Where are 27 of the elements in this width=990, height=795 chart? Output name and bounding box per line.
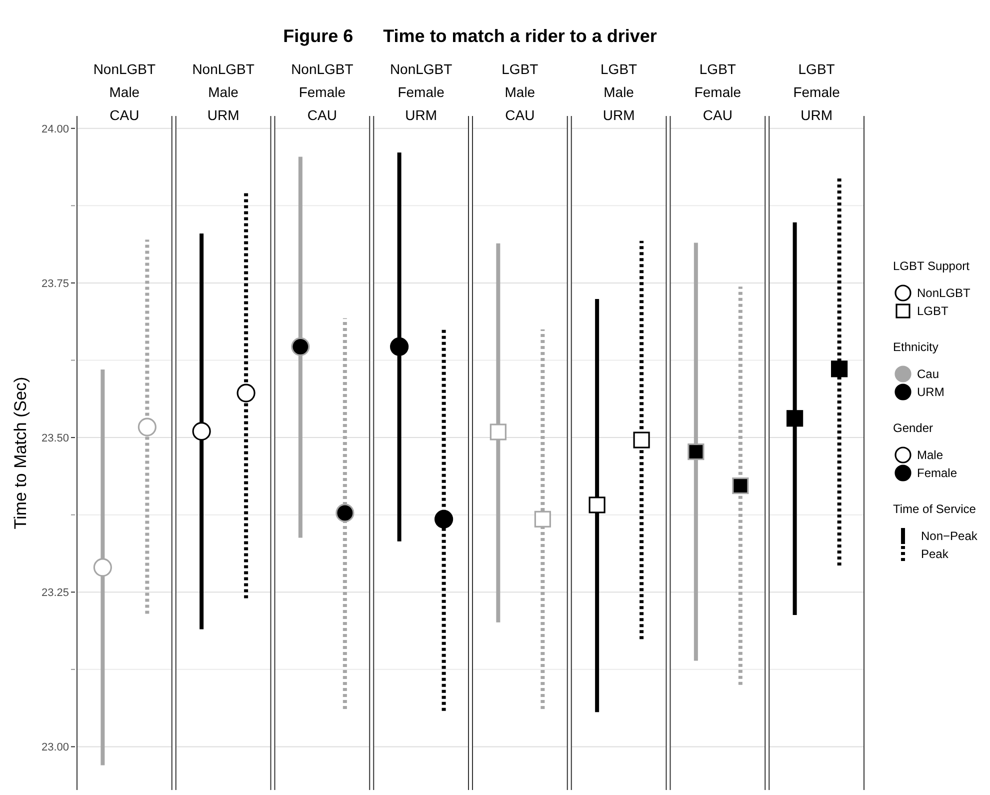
x-tick-label: LGBT Male URM xyxy=(600,61,638,123)
y-axis-title: Time to Match (Sec) xyxy=(11,376,30,530)
x-tick-label: NonLGBT Female URM xyxy=(390,61,453,123)
x-tick-label: LGBT Male CAU xyxy=(502,61,539,123)
text: Gender xyxy=(893,421,934,435)
y-tick-label: 23.00 xyxy=(41,742,69,754)
text: LGBT xyxy=(917,304,950,318)
text: Ethnicity xyxy=(893,340,938,354)
y-tick-label: 24.00 xyxy=(41,123,69,136)
y-tick-label: 23.25 xyxy=(41,587,69,600)
text: Female xyxy=(917,466,958,480)
x-tick-label: NonLGBT Male CAU xyxy=(93,61,156,123)
text: LGBT Support xyxy=(893,259,970,273)
y-tick-label: 23.50 xyxy=(41,432,69,445)
legend-label: Non−Peak xyxy=(921,529,978,543)
text: NonLGBT xyxy=(917,286,972,300)
text: Male xyxy=(917,448,944,462)
legend-label: Peak xyxy=(921,547,950,561)
text: URM xyxy=(917,385,944,399)
x-tick-label: NonLGBT Female CAU xyxy=(291,61,354,123)
x-tick-label: LGBT Female CAU xyxy=(694,61,742,123)
x-tick-label: NonLGBT Male URM xyxy=(192,61,255,123)
y-tick-label: 23.75 xyxy=(41,278,69,290)
text: Cau xyxy=(917,367,940,381)
chart-title: Figure 6 Time to match a rider to a driver xyxy=(283,26,657,46)
text: Time of Service xyxy=(893,502,976,516)
x-tick-label: LGBT Female URM xyxy=(793,61,840,123)
